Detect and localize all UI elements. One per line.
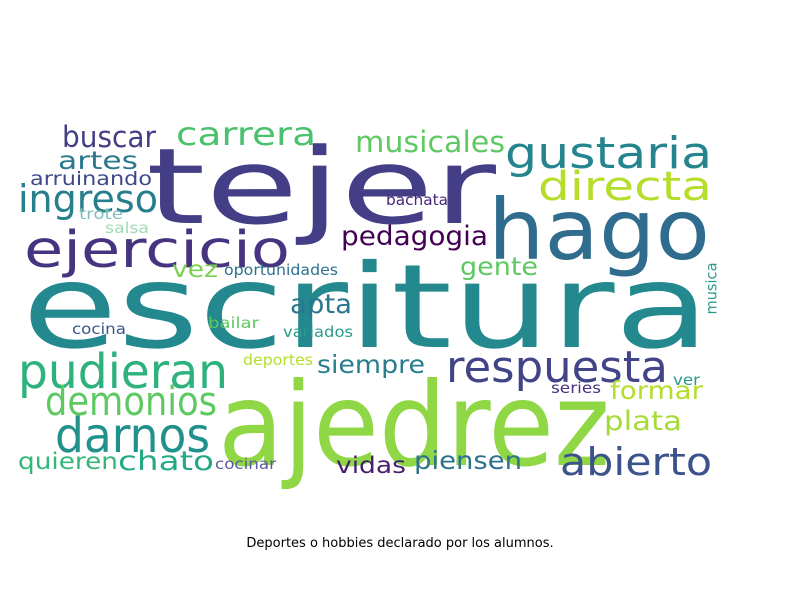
- word-darnos: darnos: [55, 408, 211, 464]
- word-ver: ver: [673, 371, 701, 389]
- word-oportunidades: oportunidades: [224, 261, 339, 279]
- word-directa: directa: [538, 164, 713, 210]
- figure-caption: Deportes o hobbies declarado por los alu…: [246, 536, 554, 551]
- word-piensen: piensen: [414, 446, 523, 475]
- word-carrera: carrera: [176, 115, 317, 153]
- word-apta: apta: [290, 289, 352, 320]
- word-cocinar: cocinar: [215, 455, 277, 473]
- word-plata: plata: [604, 406, 683, 437]
- word-siempre: siempre: [317, 350, 426, 379]
- word-series: series: [551, 379, 602, 397]
- word-arruinando: arruinando: [30, 168, 153, 190]
- word-hago: hago: [488, 181, 711, 279]
- word-pudieran: pudieran: [18, 344, 228, 400]
- word-escritura: escritura: [22, 240, 710, 375]
- word-quieren: quieren: [18, 449, 118, 475]
- word-artes: artes: [58, 146, 139, 175]
- word-deportes: deportes: [243, 351, 314, 369]
- word-salsa: salsa: [105, 219, 149, 237]
- word-variados: variados: [283, 323, 354, 341]
- word-respuesta: respuesta: [446, 342, 668, 393]
- word-musica: musica: [702, 262, 721, 315]
- word-trote: trote: [79, 205, 124, 223]
- word-ejercicio: ejercicio: [24, 221, 290, 280]
- word-gustaria: gustaria: [505, 128, 713, 179]
- word-vidas: vidas: [336, 453, 406, 479]
- word-demonios: demonios: [45, 379, 217, 425]
- word-ajedrez: ajedrez: [218, 358, 611, 493]
- word-cocina: cocina: [72, 320, 126, 338]
- word-bachata: bachata: [386, 191, 449, 209]
- word-vez: vez: [172, 257, 219, 283]
- word-ingreso: ingreso: [18, 177, 158, 221]
- word-abierto: abierto: [560, 440, 713, 484]
- word-chato: chato: [118, 446, 215, 477]
- word-tejer: tejer: [146, 126, 497, 248]
- word-pedagogia: pedagogia: [341, 221, 488, 252]
- word-buscar: buscar: [62, 120, 157, 154]
- word-musicales: musicales: [355, 125, 506, 159]
- word-bailar: bailar: [208, 314, 259, 332]
- word-formar: formar: [610, 376, 704, 405]
- word-gente: gente: [460, 252, 538, 281]
